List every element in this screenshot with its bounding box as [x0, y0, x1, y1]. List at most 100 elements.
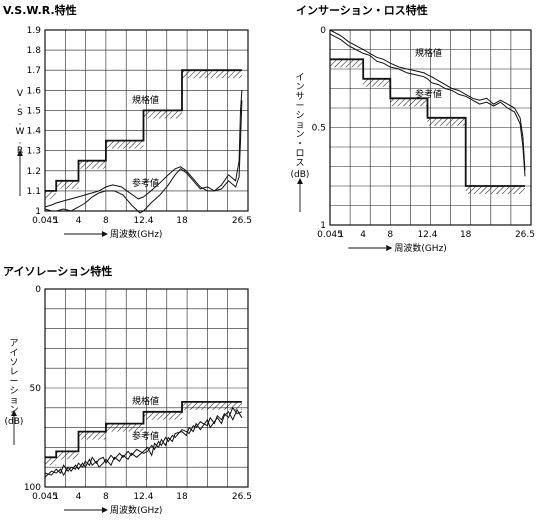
- y-axis-label-char: W: [16, 127, 25, 137]
- spec-hatch: [78, 431, 106, 440]
- y-tick-label: 0: [320, 26, 326, 36]
- annotation-label: 規格値: [132, 395, 159, 407]
- y-axis-label-char: ョ: [295, 121, 304, 131]
- y-axis-label-char: ン: [295, 130, 304, 140]
- x-tick-label: 0.045: [32, 492, 58, 502]
- y-tick-label: 0.5: [312, 124, 326, 134]
- x-axis-arrowhead: [101, 231, 108, 237]
- reference-line: [44, 408, 243, 478]
- x-tick-label: 0.045: [32, 216, 58, 226]
- x-tick-label: 12.4: [133, 492, 153, 502]
- y-axis-label-char: ー: [9, 377, 18, 387]
- spec-hatch: [182, 401, 242, 410]
- x-tick-label: 8: [103, 216, 109, 226]
- y-axis-label-char: .: [19, 118, 22, 128]
- spec-hatch: [45, 457, 57, 466]
- x-tick-label: 18: [460, 230, 472, 240]
- y-tick-label: 1.5: [27, 106, 41, 116]
- x-axis-arrowhead: [101, 507, 108, 513]
- y-axis-label-char: イ: [9, 349, 18, 359]
- y-axis-arrowhead: [17, 150, 23, 156]
- spec-hatch: [105, 423, 144, 432]
- chart-title: アイソレーション特性: [3, 264, 112, 278]
- annotation-label: 規格値: [415, 47, 442, 59]
- reference-line: [44, 100, 243, 208]
- y-axis-label-char: ロ: [295, 149, 304, 159]
- x-tick-label: 18: [176, 492, 188, 502]
- y-axis-label-char: ョ: [9, 396, 18, 406]
- y-axis-label-char: .: [19, 99, 22, 109]
- y-tick-label: 100: [24, 483, 41, 493]
- x-tick-label: 8: [387, 230, 393, 240]
- y-tick-label: 1.7: [27, 66, 41, 76]
- x-tick-label: 0.045: [317, 230, 343, 240]
- reference-line: [44, 90, 243, 214]
- y-axis-label-char: シ: [295, 111, 304, 121]
- spec-hatch: [143, 411, 183, 420]
- x-tick-label: 18: [176, 216, 188, 226]
- spec-hatch: [330, 59, 364, 68]
- y-tick-label: 1.6: [27, 86, 42, 96]
- spec-hatch: [427, 117, 466, 126]
- x-tick-label: 1: [53, 216, 59, 226]
- x-axis-label: 周波数(GHz): [110, 504, 162, 516]
- y-axis-label-char: レ: [9, 368, 18, 378]
- y-axis-label-char: シ: [9, 387, 18, 397]
- reference-line: [329, 29, 526, 171]
- spec-line: [330, 58, 525, 187]
- reference-line: [44, 406, 243, 476]
- y-axis-label-char: ア: [9, 339, 18, 349]
- x-tick-label: 26.5: [515, 230, 535, 240]
- reference-line: [329, 33, 526, 177]
- y-axis-label-char: ・: [295, 140, 304, 150]
- spec-line: [45, 69, 242, 192]
- y-axis-label-char: S: [17, 108, 23, 118]
- y-tick-label: 1.1: [27, 187, 41, 197]
- y-axis-label-char: ン: [295, 83, 304, 93]
- y-axis-unit: (dB): [291, 170, 310, 180]
- x-axis-arrowhead: [386, 245, 393, 251]
- y-tick-label: 1: [320, 221, 326, 231]
- y-axis-arrowhead: [11, 410, 17, 416]
- plot-frame: [44, 288, 249, 488]
- spec-hatch: [465, 186, 525, 194]
- y-axis-label-char: V: [17, 89, 24, 99]
- annotation-label: 参考値: [415, 88, 442, 100]
- plot-frame: [44, 29, 249, 212]
- chart-title: インサーション・ロス特性: [296, 3, 428, 17]
- x-tick-label: 26.5: [232, 492, 252, 502]
- x-axis-label: 周波数(GHz): [394, 242, 447, 254]
- chart-title: V.S.W.R.特性: [3, 3, 77, 17]
- y-axis-label-char: ソ: [9, 358, 18, 368]
- spec-line: [45, 401, 242, 459]
- x-tick-label: 12.4: [133, 216, 153, 226]
- spec-hatch: [78, 160, 106, 169]
- x-tick-label: 4: [76, 216, 82, 226]
- x-tick-label: 4: [360, 230, 366, 240]
- y-tick-label: 1.3: [27, 147, 41, 157]
- y-tick-label: 0: [35, 285, 41, 295]
- spec-hatch: [105, 140, 144, 149]
- x-axis-label: 周波数(GHz): [110, 228, 162, 240]
- y-tick-label: 50: [30, 384, 42, 394]
- spec-hatch: [363, 78, 391, 87]
- y-tick-label: 1.4: [27, 127, 42, 137]
- spec-hatch: [182, 70, 242, 79]
- plot-frame: [329, 29, 532, 226]
- y-axis-label-char: .: [19, 137, 22, 147]
- x-tick-label: 4: [76, 492, 82, 502]
- spec-hatch: [143, 110, 183, 119]
- spec-hatch: [45, 190, 57, 199]
- x-tick-label: 12.4: [417, 230, 437, 240]
- spec-hatch: [56, 180, 79, 189]
- spec-hatch: [56, 451, 79, 460]
- y-axis-label-char: ー: [295, 102, 304, 112]
- annotation-label: 参考値: [132, 430, 159, 442]
- y-axis-label-char: イ: [295, 73, 304, 83]
- x-tick-label: 1: [338, 230, 344, 240]
- annotation-label: 参考値: [132, 177, 159, 189]
- x-tick-label: 8: [103, 492, 109, 502]
- y-axis-label-char: サ: [295, 91, 304, 102]
- y-tick-label: 1: [35, 207, 41, 217]
